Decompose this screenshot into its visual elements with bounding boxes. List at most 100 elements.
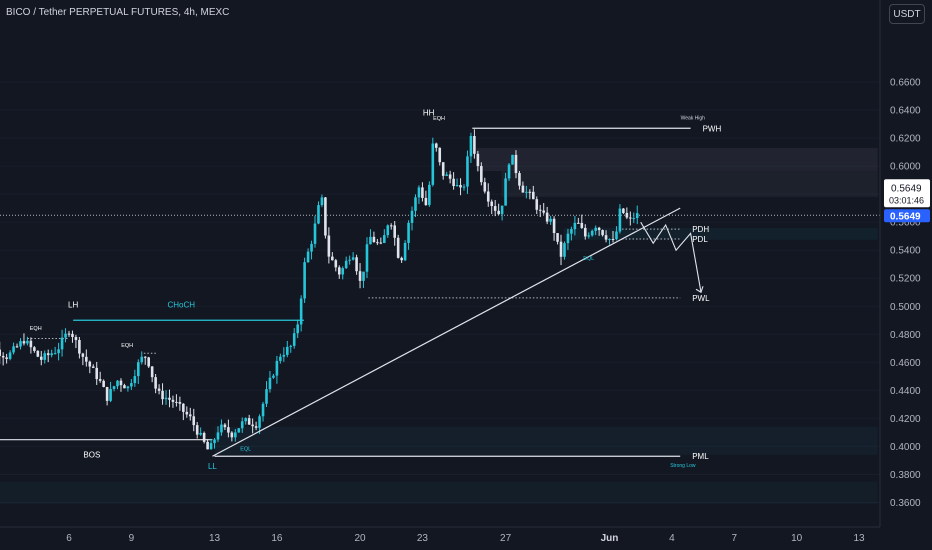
candle-body (8, 352, 12, 359)
price-tick-label: 0.4200 (890, 414, 921, 425)
candle (587, 232, 591, 239)
candle (147, 356, 150, 368)
candle-body (597, 227, 601, 231)
candle (414, 194, 417, 218)
candle (130, 379, 133, 391)
candle (459, 178, 462, 196)
candle (597, 226, 601, 236)
candle (85, 349, 88, 367)
time-tick-label: 7 (731, 533, 737, 544)
zone-box (563, 227, 878, 240)
candle-body (459, 184, 462, 188)
candle (629, 211, 632, 226)
zone-box (214, 426, 878, 455)
candle-body (625, 212, 629, 218)
candle (202, 431, 206, 444)
candle-body (452, 178, 455, 187)
candle-body (334, 260, 338, 268)
candle (417, 185, 421, 204)
candle-body (372, 236, 376, 243)
time-tick-label: Jun (601, 533, 619, 544)
price-tick-label: 0.3800 (890, 470, 921, 481)
candle-body (622, 208, 625, 213)
candle (136, 359, 140, 384)
candle (272, 373, 275, 379)
candle (362, 271, 365, 288)
candle-body (341, 268, 345, 275)
candle-body (441, 162, 445, 176)
candle (514, 150, 518, 179)
price-tick-label: 0.4800 (890, 330, 921, 341)
candle (476, 150, 480, 172)
candle (320, 194, 324, 208)
candle (490, 199, 494, 215)
candle-body (299, 298, 303, 325)
candle-body (268, 377, 272, 390)
level-label-pdh: PDH (692, 225, 709, 234)
candle (161, 383, 164, 405)
candle (133, 369, 137, 387)
candle (618, 204, 622, 234)
candle (486, 183, 490, 207)
time-axis[interactable]: 6 9 13 16 20 23 27 Jun 4 7 10 13 (0, 526, 880, 550)
candle-body (147, 357, 150, 367)
candle (254, 421, 258, 431)
candle-body (168, 397, 171, 400)
price-axis[interactable]: 0.66000.64000.62000.60000.58000.56000.54… (879, 0, 932, 550)
candle-body (275, 360, 279, 376)
candle-body (126, 386, 130, 389)
candle (5, 353, 8, 364)
zone-box (0, 481, 878, 504)
candle-body (480, 166, 483, 183)
candle-body (136, 362, 140, 377)
candle (268, 370, 272, 393)
candle (327, 227, 331, 264)
candle (285, 340, 289, 358)
candle-body (178, 401, 182, 404)
candle-body (88, 361, 92, 367)
candle-body (635, 213, 639, 219)
candle-body (348, 259, 351, 261)
candle (483, 177, 487, 194)
candle-body (473, 135, 476, 154)
candle-body (279, 356, 282, 361)
candle (171, 395, 175, 408)
candle-body (234, 432, 237, 438)
candle-body (518, 173, 521, 186)
candle (223, 423, 227, 431)
candle-body (1, 355, 5, 358)
candle-body (611, 239, 615, 241)
candle-body (528, 191, 532, 193)
candle-body (227, 427, 230, 433)
candle (95, 361, 99, 385)
candle (178, 396, 182, 411)
candle (549, 215, 552, 225)
candle (601, 229, 604, 237)
candle-body (500, 205, 504, 215)
candle-body (112, 386, 116, 389)
currency-button[interactable]: USDT (889, 4, 925, 24)
candle-body (12, 346, 15, 353)
candle (98, 371, 102, 383)
candle-body (251, 424, 254, 427)
candle (182, 403, 185, 421)
candle-body (507, 164, 511, 179)
candle-body (632, 218, 636, 220)
candle-body (133, 376, 137, 384)
candle-body (140, 356, 144, 363)
candle-body (220, 424, 223, 433)
candle-body (410, 210, 414, 223)
candle (372, 231, 376, 243)
candle-body (67, 333, 71, 335)
projection-path (640, 221, 702, 293)
candle-body (254, 426, 258, 428)
candle-body (486, 191, 490, 202)
candle (559, 234, 563, 266)
candle-body (324, 197, 327, 236)
candle-body (230, 432, 234, 438)
candle (279, 353, 282, 364)
candle-body (538, 209, 542, 211)
candle (473, 129, 476, 159)
candle (29, 337, 33, 354)
